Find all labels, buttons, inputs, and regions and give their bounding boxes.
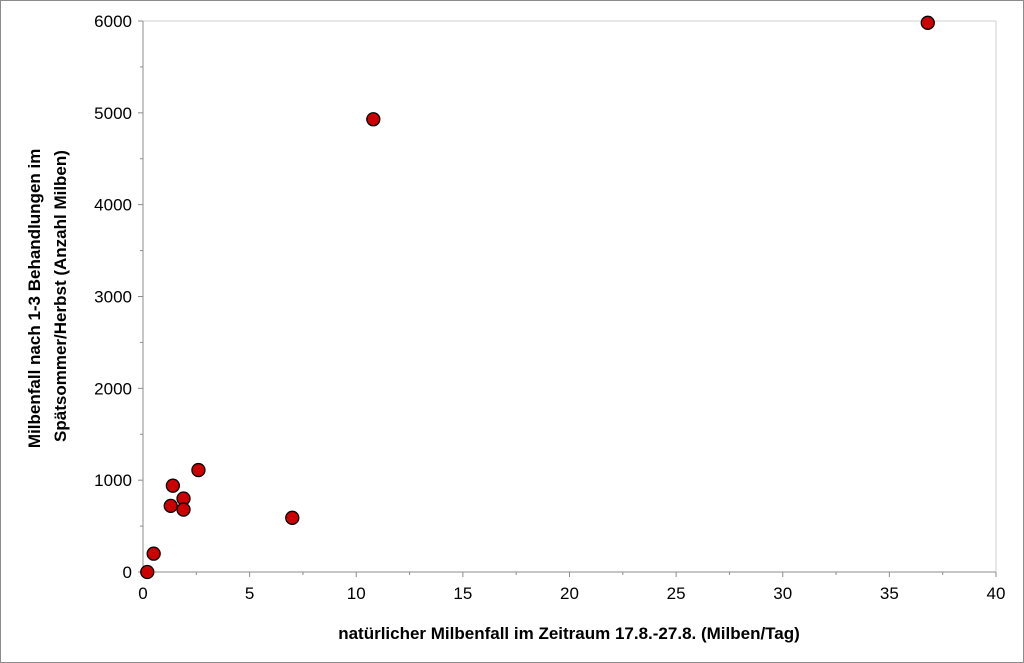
x-tick-label: 30 (773, 584, 792, 603)
y-tick-label: 1000 (94, 471, 132, 490)
y-tick-label: 3000 (94, 288, 132, 307)
x-tick-label: 15 (453, 584, 472, 603)
data-point (366, 112, 381, 127)
y-tick-label: 2000 (94, 379, 132, 398)
y-axis-ticks: 0 1000 2000 3000 4000 5000 6000 (94, 12, 143, 582)
x-tick-label: 0 (138, 584, 147, 603)
y-tick-label: 6000 (94, 12, 132, 31)
x-axis-title: natürlicher Milbenfall im Zeitraum 17.8.… (338, 624, 800, 643)
y-axis-title-line-2: Spätsommer/Herbst (Anzahl Milben) (51, 150, 70, 442)
data-point (163, 498, 178, 514)
x-tick-label: 20 (560, 584, 579, 603)
data-points (140, 15, 935, 580)
x-tick-label: 35 (880, 584, 899, 603)
x-tick-label: 40 (987, 584, 1006, 603)
data-point (191, 462, 206, 478)
y-tick-label: 5000 (94, 104, 132, 123)
data-point (176, 502, 191, 517)
data-point (165, 478, 181, 493)
x-tick-label: 25 (667, 584, 686, 603)
y-tick-label: 4000 (94, 196, 132, 215)
data-point (920, 15, 935, 30)
data-point (285, 510, 300, 525)
x-tick-label: 5 (245, 584, 254, 603)
x-tick-label: 10 (347, 584, 366, 603)
plot-area (142, 20, 997, 573)
data-point (146, 546, 161, 561)
y-axis-title-line-1: Milbenfall nach 1-3 Behandlungen im (25, 149, 44, 448)
data-point (140, 564, 155, 580)
y-axis-title: Milbenfall nach 1-3 Behandlungen im Spät… (25, 144, 70, 448)
y-tick-label: 0 (123, 563, 132, 582)
x-axis-ticks: 0 5 10 15 20 25 30 35 40 (138, 572, 1005, 603)
